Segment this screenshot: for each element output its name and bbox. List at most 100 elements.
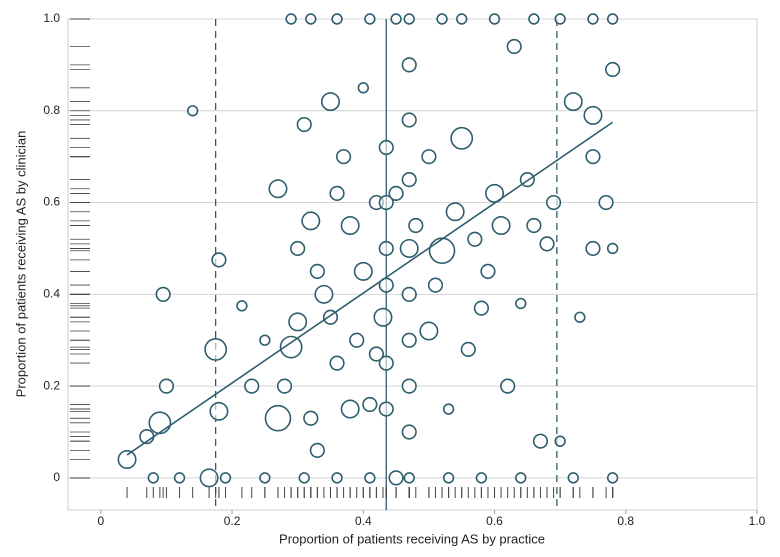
x-tick-label: 0.6: [486, 514, 503, 528]
point: [155, 286, 171, 302]
point: [390, 13, 402, 25]
y-axis-title: Proportion of patients receiving AS by c…: [13, 131, 28, 398]
point: [186, 105, 199, 117]
y-tick-label: 0.8: [43, 103, 60, 117]
point: [329, 355, 345, 371]
point: [598, 194, 614, 211]
point: [285, 13, 297, 25]
point: [314, 284, 334, 304]
point: [460, 341, 476, 357]
point: [378, 277, 394, 293]
point: [456, 13, 468, 25]
point: [467, 231, 483, 247]
y-tick-label: 0.6: [43, 195, 60, 209]
y-tick-label: 0.4: [43, 286, 60, 300]
point: [526, 217, 542, 234]
y-tick-label: 0: [53, 470, 60, 484]
point: [378, 194, 394, 211]
point: [563, 92, 583, 112]
point: [606, 472, 619, 484]
point: [605, 61, 621, 78]
point: [117, 450, 137, 470]
point: [296, 116, 312, 133]
point: [403, 472, 415, 484]
point: [403, 13, 415, 25]
point: [515, 472, 527, 484]
point: [587, 13, 599, 25]
point: [436, 13, 448, 25]
point: [364, 13, 376, 25]
y-tick-label: 1.0: [43, 11, 60, 25]
point: [378, 355, 394, 371]
point: [204, 337, 228, 361]
point: [173, 472, 186, 484]
point: [419, 321, 439, 341]
point: [428, 237, 456, 265]
point: [364, 472, 376, 484]
point: [320, 92, 340, 112]
point: [209, 401, 229, 421]
point: [583, 105, 603, 125]
point: [567, 472, 579, 484]
point: [554, 435, 566, 447]
point: [401, 57, 417, 73]
point: [488, 13, 501, 25]
point: [199, 468, 219, 488]
point: [309, 442, 325, 458]
y-tick-label: 0.2: [43, 378, 60, 392]
point: [305, 13, 317, 25]
point: [336, 149, 352, 165]
point: [539, 236, 555, 252]
x-tick-label: 0.4: [355, 514, 372, 528]
point: [309, 263, 325, 279]
point: [421, 149, 437, 165]
x-tick-label: 0.8: [617, 514, 634, 528]
point: [276, 378, 293, 394]
fit-line: [126, 121, 614, 456]
point: [554, 13, 566, 25]
point: [331, 13, 343, 25]
point: [331, 472, 343, 484]
point: [290, 240, 306, 257]
point: [368, 346, 385, 362]
point: [211, 252, 227, 268]
point: [585, 149, 601, 165]
point: [268, 179, 288, 199]
point: [303, 410, 319, 426]
point: [399, 238, 419, 258]
point: [388, 470, 404, 486]
point: [574, 311, 586, 323]
point: [401, 378, 417, 394]
point: [340, 215, 360, 235]
point: [301, 211, 321, 231]
point: [349, 332, 365, 348]
point: [606, 242, 619, 255]
point: [329, 185, 345, 201]
point: [401, 332, 417, 348]
point: [442, 403, 455, 415]
point: [298, 472, 310, 484]
point: [515, 297, 527, 310]
point: [288, 312, 308, 332]
point: [545, 194, 562, 211]
point: [340, 399, 360, 419]
point: [401, 172, 417, 188]
point: [528, 13, 540, 25]
point: [473, 300, 490, 316]
x-tick-label: 1.0: [749, 514, 766, 528]
point: [401, 112, 417, 128]
point: [485, 183, 505, 203]
point: [362, 396, 378, 413]
point: [388, 185, 404, 201]
point: [506, 38, 522, 55]
point: [585, 240, 601, 257]
point: [236, 300, 248, 312]
point: [259, 472, 271, 484]
point: [279, 335, 303, 359]
point: [450, 126, 474, 150]
point: [491, 215, 511, 235]
point: [427, 277, 444, 293]
point: [378, 401, 394, 417]
point: [148, 411, 172, 435]
